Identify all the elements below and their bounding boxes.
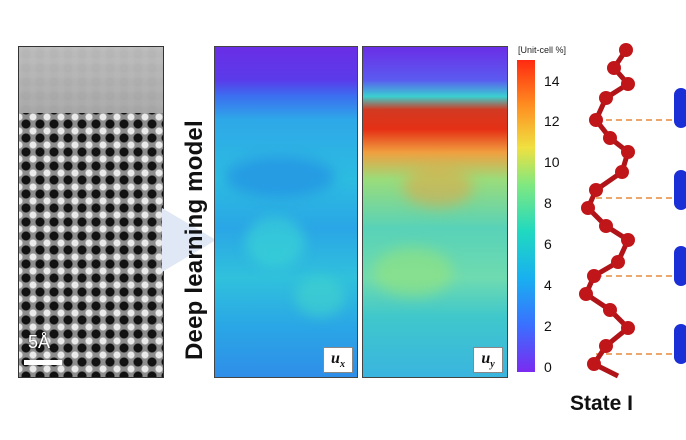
heatmap-uy: uy [362, 46, 508, 378]
heatmap-ux: ux [214, 46, 358, 378]
scale-bar [24, 360, 62, 365]
colorbar [517, 60, 535, 372]
colorbar-tick: 0 [544, 359, 552, 375]
heatmap-ux-label: ux [323, 347, 353, 373]
atoms [579, 43, 635, 371]
heatmap-uy-label: uy [473, 347, 503, 373]
scale-bar-label: 5Å [28, 332, 51, 352]
partner-atoms [674, 88, 686, 364]
colorbar-tick: 2 [544, 318, 552, 334]
atomic-structure [579, 43, 686, 379]
colorbar-tick: 6 [544, 236, 552, 252]
colorbar-tick: 10 [544, 154, 560, 170]
colorbar-tick: 4 [544, 277, 552, 293]
dashed-guides [596, 119, 678, 355]
vacuum-region [19, 47, 163, 113]
colorbar-tick: 12 [544, 113, 560, 129]
model-label: Deep learning model [181, 120, 208, 360]
state-label: State I [570, 392, 634, 415]
colorbar-tick: 14 [544, 73, 560, 89]
colorbar-tick: 8 [544, 195, 552, 211]
colorbar-unit-label: [Unit-cell %] [518, 45, 567, 55]
arrow-right-icon [162, 208, 216, 272]
microscopy-image [18, 46, 164, 378]
